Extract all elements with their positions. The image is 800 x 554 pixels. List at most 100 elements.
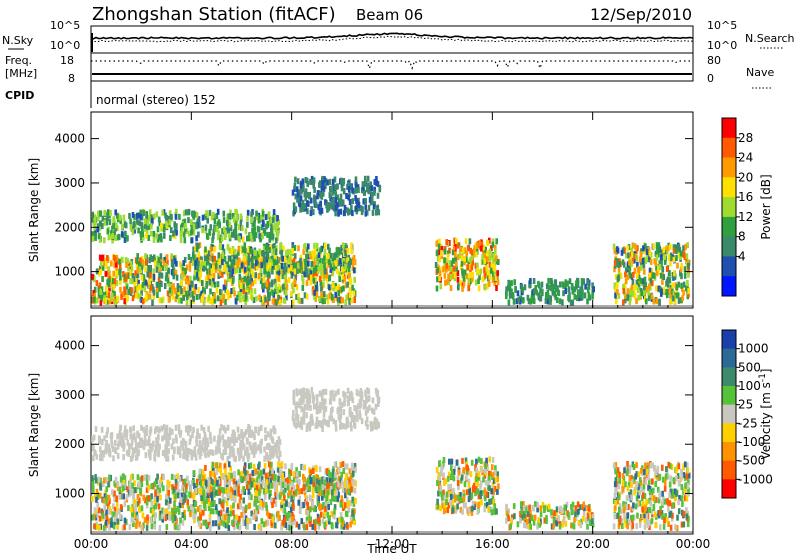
echo-cell — [123, 475, 127, 482]
echo-cell — [167, 448, 170, 455]
echo-cell — [341, 199, 345, 206]
echo-cell — [251, 280, 255, 287]
echo-cell — [147, 265, 150, 272]
echo-cell — [143, 222, 147, 229]
echo-cell — [239, 296, 242, 303]
echo-cell — [342, 390, 345, 397]
echo-cell — [238, 273, 242, 280]
echo-cell — [185, 299, 189, 306]
echo-cell — [292, 489, 296, 496]
echo-cell — [140, 524, 143, 531]
echo-cell — [252, 227, 255, 234]
echo-cell — [178, 476, 182, 483]
echo-cell — [322, 275, 326, 282]
echo-cell — [112, 284, 115, 291]
echo-cell — [466, 264, 470, 271]
echo-cell — [371, 191, 374, 198]
echo-cell — [277, 455, 281, 462]
echo-cell — [263, 491, 267, 498]
echo-cell — [267, 487, 270, 494]
echo-cell — [148, 496, 152, 503]
echo-cell — [103, 504, 106, 511]
echo-cell — [648, 250, 652, 257]
echo-cell — [308, 425, 312, 432]
echo-cell — [292, 261, 295, 268]
echo-cell — [324, 405, 328, 412]
echo-cell — [329, 398, 332, 405]
echo-cell — [472, 247, 476, 254]
echo-cell — [508, 286, 512, 293]
echo-cell — [448, 240, 451, 246]
echo-cell — [197, 488, 201, 494]
echo-cell — [216, 446, 220, 453]
echo-cell — [323, 176, 326, 183]
echo-cell — [252, 451, 256, 458]
echo-cell — [233, 484, 236, 491]
echo-cell — [375, 180, 378, 186]
echo-cell — [312, 475, 316, 482]
echo-cell — [304, 188, 308, 195]
echo-cell — [165, 220, 168, 227]
echo-cell — [260, 262, 264, 269]
echo-cell — [237, 245, 241, 252]
echo-cell — [264, 434, 268, 441]
echo-cell — [308, 486, 311, 493]
echo-cell — [345, 488, 349, 495]
echo-cell — [350, 248, 353, 255]
echo-cell — [242, 442, 245, 449]
echo-cell — [439, 283, 443, 290]
echo-cell — [436, 267, 439, 274]
echo-cell — [123, 517, 127, 524]
echo-cell — [662, 274, 665, 280]
echo-cell — [267, 512, 270, 519]
echo-cell — [311, 286, 315, 293]
echo-cell — [269, 217, 273, 224]
echo-cell — [189, 511, 192, 518]
echo-cell — [266, 222, 269, 229]
echo-cell — [176, 473, 179, 480]
echo-cell — [231, 488, 235, 495]
echo-cell — [328, 284, 331, 291]
echo-cell — [108, 474, 111, 481]
echo-cell — [321, 494, 324, 501]
echo-cell — [272, 217, 275, 224]
echo-cell — [136, 494, 140, 500]
echo-cell — [122, 291, 126, 298]
echo-cell — [466, 245, 470, 252]
echo-cell — [687, 271, 690, 278]
echo-cell — [357, 201, 361, 208]
echo-cell — [685, 253, 689, 260]
echo-cell — [145, 293, 148, 300]
echo-cell — [173, 232, 177, 239]
colorbar-tick-label: 12 — [738, 210, 753, 224]
echo-cell — [463, 255, 466, 262]
echo-cell — [142, 442, 146, 449]
colorbar-segment — [722, 216, 736, 238]
echo-cell — [537, 294, 541, 301]
freq-panel-frame — [90, 52, 694, 82]
echo-cell — [228, 221, 232, 228]
echo-cell — [626, 274, 630, 281]
echo-cell — [222, 293, 226, 300]
echo-cell — [642, 262, 646, 269]
echo-cell — [189, 299, 193, 306]
echo-cell — [349, 421, 352, 428]
echo-cell — [188, 230, 191, 237]
echo-cell — [326, 253, 329, 260]
echo-cell — [139, 231, 143, 238]
echo-cell — [615, 285, 618, 292]
echo-cell — [452, 244, 456, 251]
echo-cell — [152, 230, 156, 237]
echo-cell — [455, 265, 458, 272]
echo-cell — [335, 522, 338, 529]
echo-cell — [126, 486, 130, 493]
echo-cell — [339, 421, 342, 428]
echo-cell — [125, 434, 128, 440]
echo-cell — [475, 242, 479, 249]
echo-cell — [131, 512, 135, 519]
echo-cell — [220, 290, 223, 296]
echo-cell — [376, 389, 379, 396]
echo-cell — [345, 479, 349, 486]
echo-cell — [259, 469, 263, 476]
echo-cell — [667, 245, 670, 252]
